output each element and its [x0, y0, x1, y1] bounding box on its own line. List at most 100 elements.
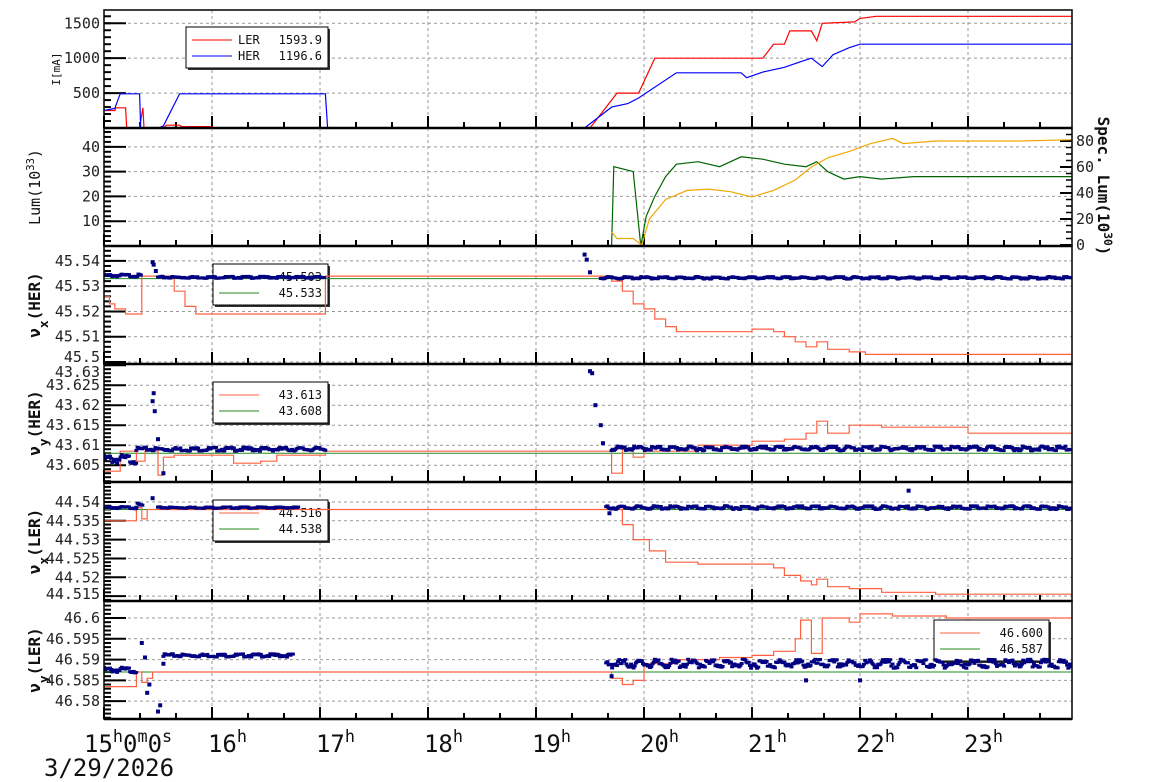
- scatter-point: [1052, 664, 1057, 668]
- scatter-point: [750, 664, 755, 668]
- scatter-point: [955, 276, 960, 280]
- scatter-point: [976, 448, 981, 452]
- scatter-point: [698, 662, 703, 666]
- scatter-point: [832, 660, 837, 664]
- scatter-point: [623, 658, 628, 662]
- scatter-point: [888, 505, 893, 509]
- scatter-point: [800, 504, 805, 508]
- scatter-point: [668, 661, 673, 665]
- scatter-point: [740, 444, 745, 448]
- legend-value: 1196.6: [279, 49, 322, 63]
- scatter-point: [946, 507, 951, 511]
- scatter-point: [683, 665, 688, 669]
- scatter-point: [797, 658, 802, 662]
- scatter-point: [840, 664, 845, 668]
- series-line-set: [104, 507, 1072, 595]
- scatter-point: [1030, 449, 1035, 453]
- scatter-point: [907, 448, 912, 452]
- label-part: 20: [640, 730, 669, 758]
- scatter-point: [158, 703, 163, 708]
- y-axis-label: I[mA]: [50, 52, 63, 85]
- scatter-point: [776, 660, 781, 664]
- y-tick-label: 45.53: [55, 277, 100, 295]
- legend-value: 1593.9: [279, 33, 322, 47]
- scatter-point: [948, 448, 953, 452]
- scatter-point: [929, 662, 934, 666]
- scatter-point: [696, 666, 701, 670]
- scatter-point: [793, 660, 798, 664]
- label-part: Spec. Lum(10: [1094, 117, 1113, 233]
- scatter-point: [205, 447, 210, 451]
- scatter-point: [1055, 506, 1060, 510]
- legend-box: [212, 263, 329, 306]
- label-part: h: [669, 726, 679, 746]
- scatter-point: [860, 448, 865, 452]
- legend-value: 44.538: [279, 522, 322, 536]
- scatter-point: [711, 660, 716, 664]
- scatter-point: [985, 665, 990, 669]
- scatter-point: [867, 446, 872, 450]
- scatter-point: [743, 658, 748, 662]
- scatter-point: [695, 662, 700, 666]
- scatter-point: [808, 506, 813, 510]
- scatter-point: [938, 444, 943, 448]
- scatter-point: [1063, 505, 1068, 509]
- scatter-point: [627, 665, 632, 669]
- y-tick-label: 43.615: [46, 416, 100, 434]
- y-tick-label: 1500: [64, 14, 100, 32]
- label-part: (LER): [25, 509, 44, 557]
- scatter-point: [630, 664, 635, 668]
- scatter-point: [143, 445, 148, 449]
- scatter-point: [219, 447, 224, 451]
- scatter-point: [622, 659, 627, 663]
- label-part: 0: [123, 730, 137, 758]
- scatter-point: [712, 658, 717, 662]
- y-tick-label: 44.515: [46, 585, 100, 603]
- scatter-point: [284, 655, 289, 659]
- scatter-point: [614, 664, 619, 668]
- legend-box: [212, 381, 329, 424]
- scatter-point: [747, 663, 752, 667]
- scatter-point: [867, 658, 872, 662]
- scatter-point: [980, 665, 985, 669]
- scatter-point: [860, 664, 865, 668]
- y-tick-label: 46.6: [64, 609, 100, 627]
- scatter-point: [890, 662, 895, 666]
- scatter-point: [115, 461, 120, 465]
- scatter-point: [214, 655, 219, 659]
- scatter-point: [173, 446, 178, 450]
- plot-area: [104, 369, 1072, 476]
- scatter-point: [639, 659, 644, 663]
- scatter-point: [876, 275, 881, 279]
- scatter-point: [664, 664, 669, 668]
- scatter-point: [768, 663, 773, 667]
- x-tick-label: 16h: [208, 726, 247, 758]
- scatter-point: [1066, 666, 1071, 670]
- label-part: x: [37, 557, 52, 565]
- label-part: 33: [25, 158, 37, 171]
- scatter-point: [676, 659, 681, 663]
- y-axis-label: νx(HER): [25, 272, 52, 338]
- scatter-point: [680, 665, 685, 669]
- label-part: (HER): [25, 272, 44, 320]
- scatter-point: [772, 666, 777, 670]
- scatter-point: [616, 660, 621, 664]
- scatter-point: [961, 665, 966, 669]
- y-tick-label: 46.595: [46, 630, 100, 648]
- x-tick-label: 17h: [316, 726, 355, 758]
- scatter-point: [684, 662, 689, 666]
- scatter-point: [702, 448, 707, 452]
- y-tick-label: 44.52: [55, 568, 100, 586]
- legend-value: 45.533: [279, 286, 322, 300]
- scatter-point: [674, 446, 679, 450]
- scatter-point: [1046, 659, 1051, 663]
- scatter-point: [910, 449, 915, 453]
- scatter-point: [834, 658, 839, 662]
- scatter-point: [1052, 506, 1057, 510]
- scatter-point: [638, 504, 643, 508]
- label-part: s: [162, 726, 172, 746]
- scatter-point: [134, 461, 139, 465]
- scatter-point: [932, 663, 937, 667]
- scatter-point: [938, 277, 943, 281]
